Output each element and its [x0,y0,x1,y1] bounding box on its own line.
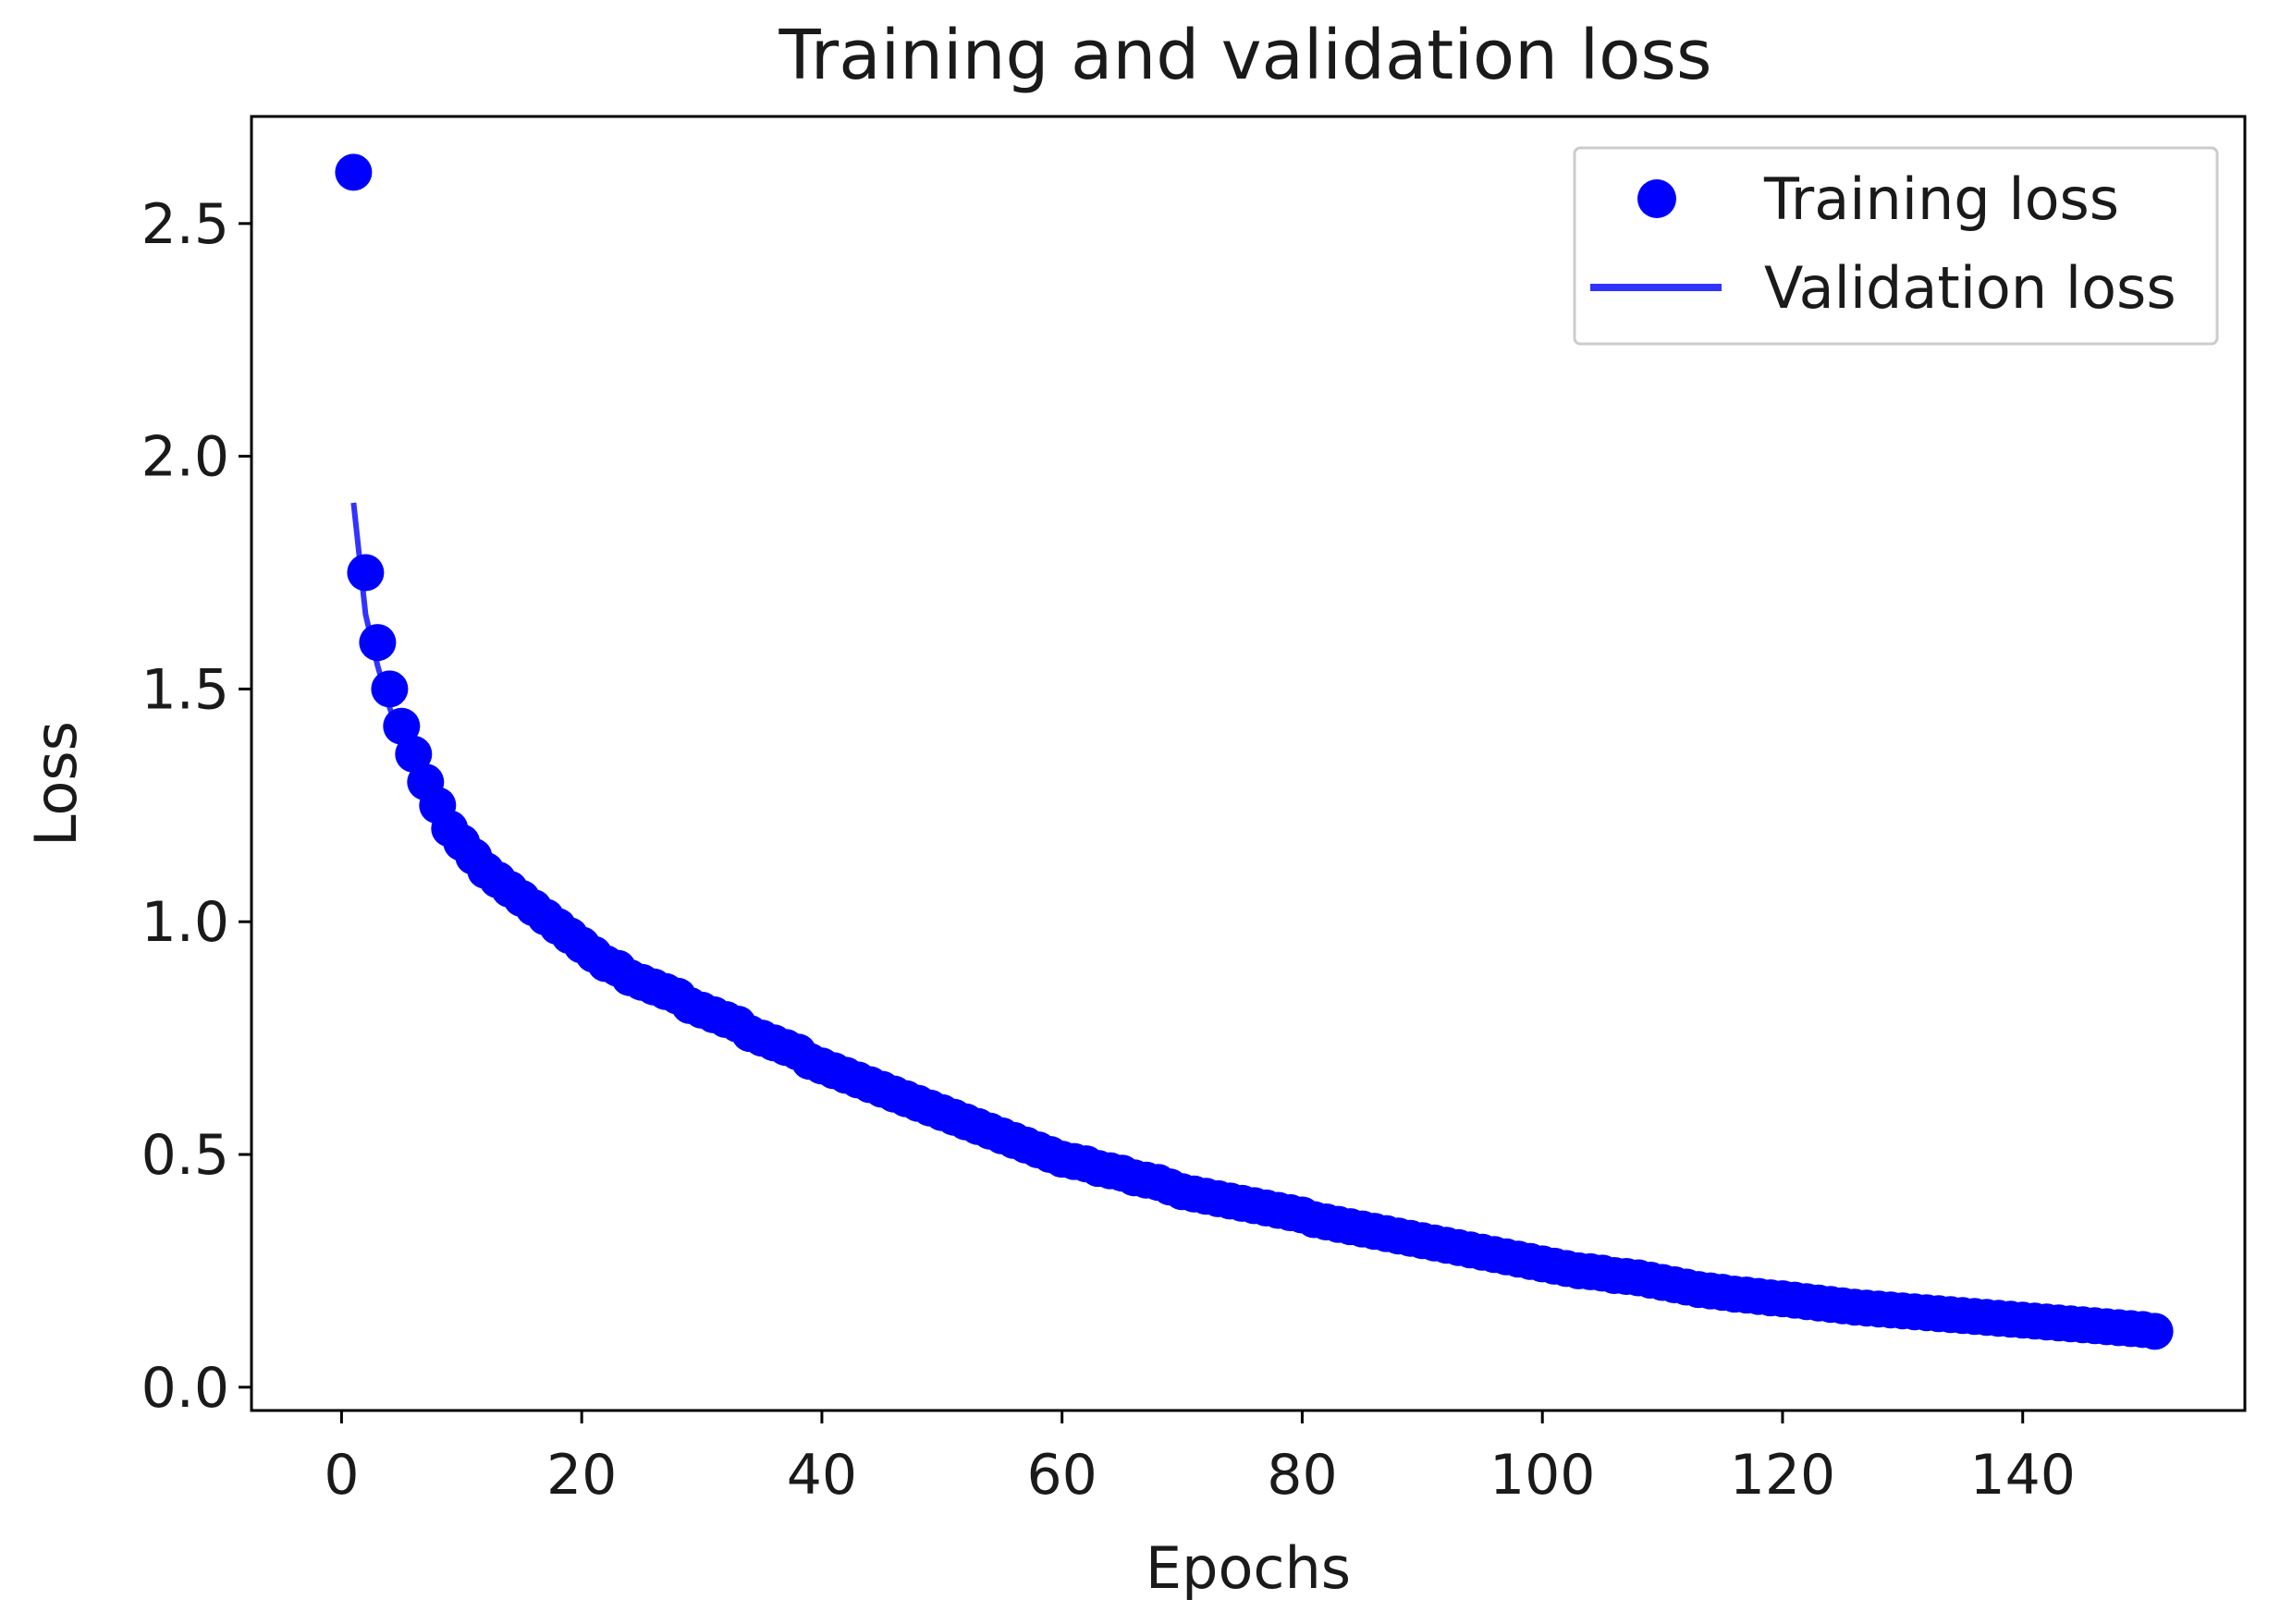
x-axis-label: Epochs [1146,1534,1351,1602]
training-loss-point [371,670,409,708]
chart-title: Training and validation loss [778,16,1711,95]
y-tick-label: 2.5 [141,192,229,257]
training-loss-point [335,153,373,191]
x-tick-label: 60 [1027,1443,1097,1508]
y-tick-label: 1.0 [141,890,229,955]
x-tick-label: 20 [546,1443,617,1508]
legend-validation-label: Validation loss [1764,254,2176,322]
y-tick-label: 0.5 [141,1123,229,1188]
x-tick-label: 40 [787,1443,857,1508]
legend: Training loss Validation loss [1573,146,2219,346]
legend-training-marker [1637,179,1676,218]
legend-training-label: Training loss [1763,165,2119,233]
y-tick-label: 2.0 [141,425,229,490]
training-loss-series [335,153,2174,1350]
legend-box [1573,146,2219,346]
training-loss-point [395,735,433,773]
training-loss-point [383,707,421,745]
x-tick-label: 0 [324,1443,359,1508]
x-tick-label: 100 [1489,1443,1596,1508]
x-tick-label: 140 [1969,1443,2076,1508]
x-tick-label: 120 [1730,1443,1836,1508]
x-axis: 0 20 40 60 80 100 120 140 [324,1410,2076,1508]
training-loss-point [347,554,385,592]
y-axis: 0.0 0.5 1.0 1.5 2.0 2.5 [141,192,251,1421]
y-tick-label: 1.5 [141,657,229,722]
y-axis-label: Loss [22,721,90,847]
y-tick-label: 0.0 [141,1356,229,1421]
x-tick-label: 80 [1267,1443,1337,1508]
training-loss-point [2136,1313,2174,1350]
training-loss-point [359,624,397,662]
